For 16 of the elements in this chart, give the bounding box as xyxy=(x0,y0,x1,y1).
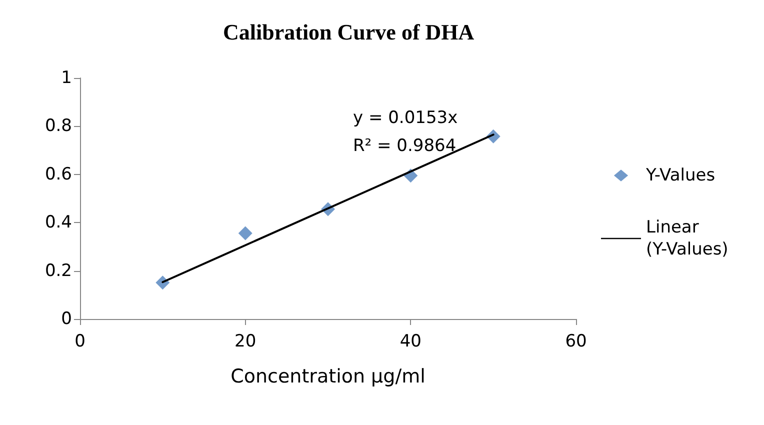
legend-label: Linear (Y-Values) xyxy=(646,218,728,260)
annotation: y = 0.0153x R² = 0.9864 xyxy=(353,108,458,156)
x-tick-label: 20 xyxy=(234,332,256,352)
legend-label: Y-Values xyxy=(645,166,716,186)
y-tick-label: 0.4 xyxy=(44,212,72,233)
y-tick-label: 1 xyxy=(61,68,72,88)
y-tick-label: 0.2 xyxy=(44,260,72,281)
y-tick-label: 0.6 xyxy=(44,164,72,184)
y-tick-label: 0.8 xyxy=(44,116,72,136)
x-tick-label: 40 xyxy=(400,332,422,352)
x-tick-label: 60 xyxy=(565,332,587,352)
point xyxy=(238,226,252,240)
x-tick-label: 0 xyxy=(74,332,86,352)
y-tick-label: 0 xyxy=(61,309,72,329)
chart-title: Calibration Curve of DHA xyxy=(223,20,474,44)
x-axis-title: Concentration µg/ml xyxy=(230,366,426,388)
